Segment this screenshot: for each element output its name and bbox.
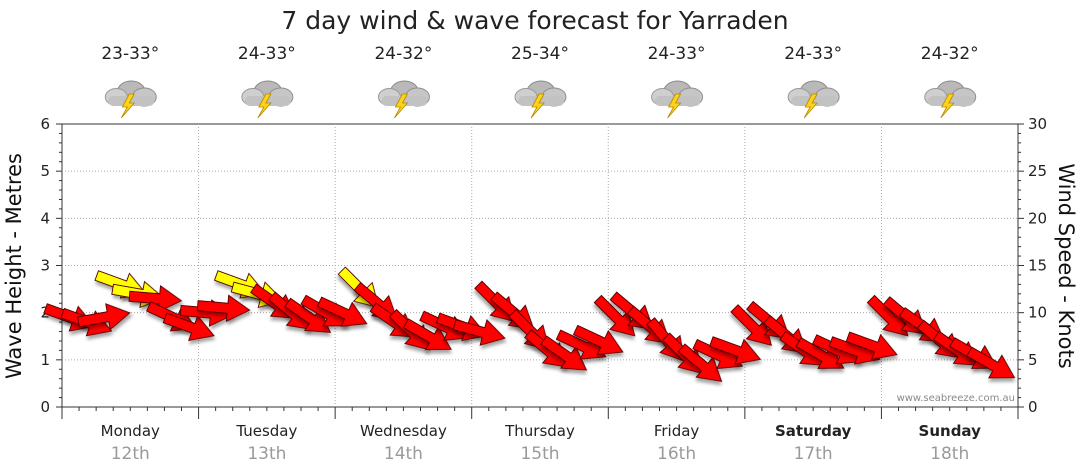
wind-arrow [316, 296, 368, 327]
wind-arrow [162, 312, 215, 342]
wind-arrow [730, 304, 772, 346]
day-columns: 23-33° Monday 12th 24-33° Tuesday 13th 24-32° W… [61, 44, 1019, 464]
right-tick-label: 10 [1028, 304, 1047, 322]
right-tick-label: 0 [1028, 398, 1038, 416]
left-tick-label: 0 [40, 398, 50, 416]
cloud-base [654, 96, 701, 106]
left-tick-label: 3 [40, 257, 50, 275]
day-label: Tuesday [235, 422, 297, 440]
wind-arrow [196, 294, 251, 323]
wind-arrows [43, 266, 1016, 382]
cloud-base [381, 96, 428, 106]
left-tick-label: 6 [40, 115, 50, 133]
date-label: 18th [930, 444, 969, 464]
lightning-bolt [667, 93, 682, 119]
day-temperature: 24-33° [648, 44, 706, 64]
date-label: 12th [111, 444, 150, 464]
wind-arrow [593, 294, 636, 337]
wind-arrow [966, 346, 1016, 379]
wind-arrow [845, 331, 898, 360]
wind-arrow [284, 297, 332, 333]
day-label: Saturday [775, 422, 852, 440]
left-tick-label: 4 [40, 209, 50, 227]
right-axis-title: Wind Speed - Knots [1054, 163, 1078, 368]
day-temperature: 24-33° [238, 44, 296, 64]
chart-title: 7 day wind & wave forecast for Yarraden [281, 6, 788, 35]
wind-arrow [677, 343, 723, 382]
wind-arrow [709, 336, 762, 365]
date-label: 14th [384, 444, 423, 464]
day-label: Sunday [919, 422, 982, 440]
wind-arrow [128, 284, 183, 313]
lightning-bolt [530, 93, 545, 119]
wind-arrow [402, 318, 452, 351]
credit-text: www.seabreeze.com.au [897, 393, 1015, 404]
date-label: 15th [520, 444, 559, 464]
wind-arrow [77, 303, 131, 331]
right-tick-label: 15 [1028, 257, 1047, 275]
wind-arrow [540, 335, 588, 371]
right-tick-label: 30 [1028, 115, 1047, 133]
left-axis: 0123456 [40, 115, 62, 416]
cloud-base [791, 96, 838, 106]
day-label: Friday [654, 422, 700, 440]
thunderstorm-icon [377, 80, 430, 119]
right-tick-label: 20 [1028, 209, 1047, 227]
day-temperature: 25-34° [511, 44, 569, 64]
right-axis: 0 5 10 15 20 25 30 [1018, 115, 1047, 416]
wind-arrow [795, 337, 845, 369]
lightning-bolt [803, 93, 819, 119]
lightning-bolt [940, 93, 955, 119]
day-temperature: 24-33° [784, 44, 842, 64]
lightning-bolt [394, 93, 409, 119]
lightning-bolt [257, 93, 272, 119]
lightning-bolt [120, 93, 136, 119]
cloud-base [244, 96, 291, 106]
left-axis-title: Wave Height - Metres [2, 153, 26, 379]
thunderstorm-icon [924, 80, 977, 119]
thunderstorm-icon [514, 80, 567, 119]
day-temperature: 24-32° [921, 44, 979, 64]
plot-area [61, 123, 1019, 408]
day-temperature: 23-33° [101, 44, 159, 64]
thunderstorm-icon [651, 80, 704, 119]
cloud-base [927, 96, 974, 106]
date-label: 17th [794, 444, 833, 464]
cloud-base [108, 96, 155, 106]
cloud-base [518, 96, 564, 106]
right-tick-label: 25 [1028, 162, 1047, 180]
left-tick-label: 1 [40, 351, 50, 369]
day-label: Thursday [504, 422, 575, 440]
day-label: Wednesday [360, 422, 447, 440]
day-temperature: 24-32° [374, 44, 432, 64]
right-tick-label: 5 [1028, 351, 1038, 369]
left-tick-label: 5 [40, 162, 50, 180]
thunderstorm-icon [241, 80, 294, 119]
thunderstorm-icon [787, 80, 840, 119]
date-label: 16th [657, 444, 696, 464]
wind-arrow [452, 319, 506, 346]
wind-arrow [572, 324, 624, 356]
day-label: Monday [101, 422, 160, 440]
date-label: 13th [247, 444, 286, 464]
thunderstorm-icon [104, 80, 157, 119]
